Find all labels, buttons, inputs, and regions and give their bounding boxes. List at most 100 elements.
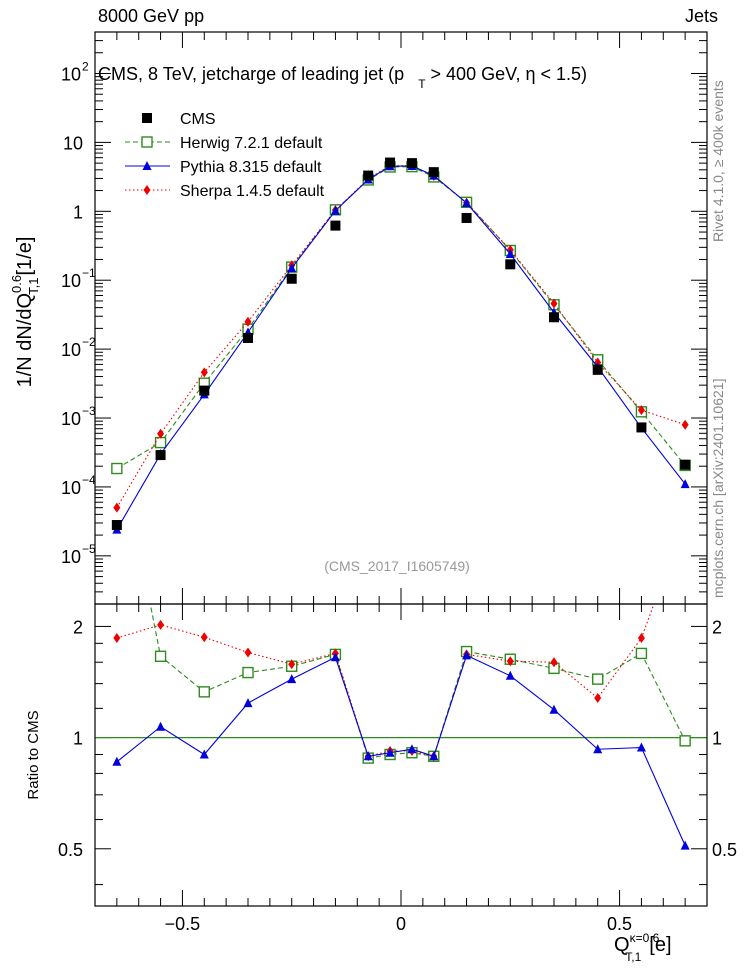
ratio-point: [679, 735, 691, 747]
data-point: [287, 263, 297, 273]
ratio-point: [429, 751, 439, 761]
data-point: [363, 170, 374, 181]
ratio-point: [637, 633, 645, 644]
y-tick-label: 10 −4: [61, 473, 96, 498]
ratio-tick-label-right: 0.5: [712, 840, 737, 860]
ratio-series-sherpa: [113, 604, 655, 762]
header-left: 8000 GeV pp: [98, 6, 205, 26]
axis-labels: CMS, 8 TeV, jetcharge of leading jet (p T…: [9, 64, 726, 964]
ratio-point: [157, 619, 165, 630]
ratio-point: [200, 632, 208, 643]
ratio-series-pythia: [112, 650, 690, 850]
legend-entry-herwig: Herwig 7.2.1 default: [125, 135, 323, 152]
series-pythia: [112, 160, 690, 534]
y-tick-label: 10 −5: [61, 542, 96, 567]
ratio-tick-label-right: 1: [712, 729, 722, 749]
legend: CMS Herwig 7.2.1 default Pythia 8.315 defa…: [125, 111, 325, 200]
header-right: Jets: [684, 6, 718, 26]
ratio-tick-label: 1: [73, 729, 83, 749]
data-point: [505, 259, 516, 270]
ratio-line: [149, 604, 686, 759]
y-tick-label: 10 −2: [61, 335, 96, 360]
ratio-tick-label-right: 2: [712, 617, 722, 637]
ratio-panel-frame: [94, 603, 708, 907]
legend-marker: [142, 161, 152, 170]
data-point: [113, 502, 121, 513]
data-point: [199, 385, 210, 396]
data-point: [157, 428, 165, 439]
ratio-series-layer: [112, 430, 691, 850]
ratio-point: [407, 744, 417, 754]
svg-text:2: 2: [82, 59, 89, 73]
svg-text:10: 10: [61, 547, 81, 567]
ratio-point: [592, 673, 604, 685]
ratio-point: [549, 704, 559, 714]
mcplots-label: mcplots.cern.ch [arXiv:2401.10621]: [710, 379, 726, 598]
legend-marker: [141, 136, 153, 148]
y-tick-label: 10 2: [61, 59, 89, 84]
ratio-point: [112, 430, 122, 440]
ratio-point: [288, 659, 296, 670]
svg-text:10: 10: [63, 133, 83, 153]
ratio-point: [385, 747, 395, 757]
svg-text:10: 10: [61, 271, 81, 291]
svg-text:−2: −2: [82, 335, 96, 349]
y-tick-label: 10: [63, 133, 83, 153]
data-point: [505, 249, 515, 259]
data-point: [286, 273, 297, 284]
y-tick-label: 10 −1: [61, 266, 96, 291]
svg-text:10: 10: [61, 64, 81, 84]
data-point: [155, 450, 166, 461]
ratio-line: [116, 654, 686, 846]
ratio-tick-label: 0.5: [58, 840, 83, 860]
svg-text:10: 10: [61, 340, 81, 360]
y-tick-label: 1: [73, 202, 83, 222]
ratio-point: [680, 840, 690, 850]
x-tick-label: −0.5: [165, 914, 201, 934]
ratio-point: [506, 656, 514, 667]
data-point: [637, 405, 645, 416]
chart-title: CMS, 8 TeV, jetcharge of leading jet (p T…: [98, 64, 587, 91]
legend-marker: [143, 185, 151, 195]
ratio-point: [287, 674, 297, 684]
ratio-point: [505, 670, 515, 680]
data-point: [592, 364, 603, 375]
watermark: (CMS_2017_I1605749): [324, 558, 470, 574]
series-layer: [111, 157, 691, 534]
svg-text:1: 1: [73, 202, 83, 222]
ratio-point: [330, 652, 340, 662]
data-point: [461, 212, 472, 223]
ratio-point: [636, 742, 646, 752]
ratio-point: [363, 751, 373, 761]
y-tick-label: 10 −3: [61, 404, 96, 429]
data-point: [244, 316, 252, 327]
data-point: [680, 479, 690, 489]
svg-text:10: 10: [61, 409, 81, 429]
legend-label: Pythia 8.315 default: [180, 159, 322, 176]
ratio-point: [199, 749, 209, 759]
ratio-point: [462, 650, 472, 660]
ratio-point: [154, 650, 167, 663]
data-point: [681, 419, 689, 430]
svg-text:−3: −3: [82, 404, 96, 418]
data-point: [111, 520, 122, 531]
y-axis-label: 1/N dN/dQ0.6 T,1[1/e]: [9, 237, 41, 388]
legend-marker: [142, 113, 152, 123]
svg-text:−5: −5: [82, 542, 96, 556]
svg-text:10: 10: [61, 478, 81, 498]
legend-entry-pythia: Pythia 8.315 default: [125, 159, 322, 176]
ratio-y-axis-label: Ratio to CMS: [25, 710, 42, 799]
data-point: [680, 459, 691, 470]
ratio-point: [635, 647, 648, 660]
legend-label: CMS: [180, 111, 216, 128]
ratio-point: [594, 693, 602, 704]
series-line: [116, 165, 686, 508]
data-point: [462, 197, 472, 207]
data-point: [385, 157, 396, 168]
x-tick-label: 0: [396, 914, 406, 934]
x-tick-label: 0.5: [607, 914, 632, 934]
data-point: [154, 436, 167, 449]
data-point: [330, 205, 340, 215]
